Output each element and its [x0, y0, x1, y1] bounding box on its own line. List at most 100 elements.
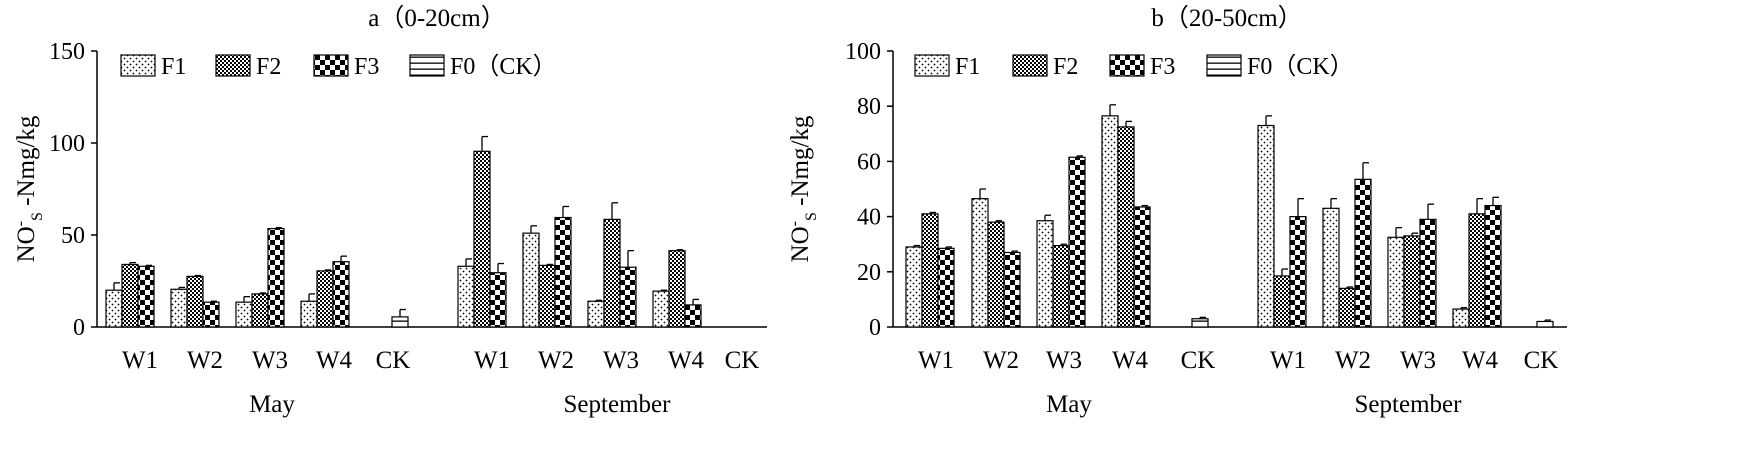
x-tick-label: W4 — [316, 347, 353, 374]
x-tick-label: W4 — [1462, 347, 1499, 374]
legend-label: F0（CK） — [450, 54, 557, 80]
bar-may-w3-f3 — [267, 227, 285, 328]
y-tick-label: 0 — [869, 315, 881, 341]
chart-title: a（0-20cm） — [368, 4, 505, 32]
bar-may-w1-f2 — [121, 263, 139, 328]
bar-may-w3-f2 — [251, 293, 269, 328]
legend-swatch-f1 — [120, 54, 156, 77]
bar-september-w4-f3 — [684, 304, 702, 328]
bar-september-w3-f1 — [587, 300, 605, 328]
bar-may-ck-f0ck — [1191, 318, 1209, 328]
bar-may-w3-f3 — [1068, 156, 1086, 328]
bar-may-w1-f3 — [937, 247, 955, 328]
y-tick-label: 0 — [73, 315, 85, 341]
bar-september-w2-f3 — [554, 216, 572, 328]
bar-september-w4-f2 — [1468, 213, 1486, 328]
legend-swatch-f3 — [313, 54, 349, 77]
bar-may-w3-f1 — [235, 301, 253, 328]
bar-may-w2-f2 — [987, 221, 1005, 328]
x-tick-label: CK — [725, 347, 760, 374]
bar-september-w2-f2 — [1338, 287, 1356, 328]
x-group-label: May — [1046, 391, 1092, 418]
bar-may-w4-f2 — [1117, 126, 1135, 328]
bar-september-w2-f1 — [522, 232, 540, 328]
bar-september-w3-f2 — [1403, 235, 1421, 328]
x-tick-label: W4 — [668, 347, 705, 374]
bar-september-w3-f2 — [603, 218, 621, 328]
y-tick-label: 20 — [857, 260, 881, 286]
x-tick-label: W3 — [252, 347, 288, 374]
x-group-label: September — [564, 391, 672, 418]
bar-september-ck-f0ck — [1536, 320, 1554, 328]
legend-label: F1 — [955, 54, 980, 80]
y-tick-label: 80 — [857, 94, 881, 120]
bar-september-w4-f1 — [652, 290, 670, 328]
bar-september-w3-f3 — [619, 266, 637, 328]
x-tick-label: W3 — [1046, 347, 1082, 374]
y-tick-label: 60 — [857, 149, 881, 175]
x-tick-label: W2 — [1335, 347, 1371, 374]
bar-september-w2-f2 — [538, 264, 556, 328]
bar-may-w4-f1 — [300, 300, 318, 328]
bar-may-w4-f3 — [332, 261, 350, 328]
bar-may-w4-f2 — [316, 270, 334, 328]
legend-label: F3 — [1150, 54, 1175, 80]
x-tick-label: CK — [376, 347, 411, 374]
x-tick-label: CK — [1181, 347, 1216, 374]
y-axis-label: NO-S -Nmg/kg — [786, 115, 820, 262]
x-group-label: May — [249, 391, 295, 418]
legend-label: F2 — [256, 54, 281, 80]
bar-may-ck-f0ck — [391, 316, 409, 328]
x-tick-label: W3 — [603, 347, 639, 374]
y-axis-label: NO-S -Nmg/kg — [12, 115, 46, 262]
legend-swatch-f0ck — [409, 54, 445, 77]
legend-label: F0（CK） — [1247, 54, 1354, 80]
x-tick-label: W1 — [1270, 347, 1306, 374]
bar-september-w1-f3 — [489, 272, 507, 328]
bar-may-w3-f1 — [1036, 220, 1054, 328]
bar-september-w1-f2 — [473, 150, 491, 328]
bar-september-w1-f1 — [1257, 124, 1275, 328]
y-tick-label: 100 — [49, 131, 85, 157]
bar-september-w4-f2 — [668, 250, 686, 328]
bar-may-w1-f3 — [137, 265, 155, 328]
chart-panel-b: b（20-50cm） NO-S -Nmg/kg 0 20 40 60 80 100 F1 F2 F3… — [786, 4, 1567, 418]
bar-september-w2-f3 — [1354, 178, 1372, 328]
y-tick-label: 150 — [49, 39, 85, 65]
bar-may-w1-f2 — [921, 213, 939, 328]
bar-september-w3-f3 — [1419, 218, 1437, 328]
bar-may-w2-f3 — [1003, 251, 1021, 328]
bar-september-w4-f1 — [1452, 308, 1470, 328]
legend-swatch-f2 — [1012, 54, 1048, 77]
bar-september-w2-f1 — [1322, 207, 1340, 328]
bar-september-w1-f2 — [1273, 275, 1291, 328]
bar-may-w3-f2 — [1052, 244, 1070, 328]
bar-may-w1-f1 — [105, 289, 123, 328]
bar-september-w1-f3 — [1289, 216, 1307, 328]
bar-may-w1-f1 — [905, 246, 923, 328]
x-tick-label: W1 — [474, 347, 510, 374]
legend-swatch-f0ck — [1206, 54, 1242, 77]
legend-swatch-f1 — [914, 54, 950, 77]
legend-label: F1 — [161, 54, 186, 80]
chart-title: b（20-50cm） — [1151, 4, 1302, 32]
x-tick-label: W2 — [187, 347, 223, 374]
y-tick-label: 50 — [61, 223, 85, 249]
bar-may-w4-f3 — [1133, 206, 1151, 328]
x-tick-label: W2 — [538, 347, 574, 374]
chart-panel-a: a（0-20cm） NO-S -Nmg/kg 0 50 100 150 F1 F2 F3 F0（C… — [12, 4, 767, 418]
y-tick-label: 100 — [845, 39, 881, 65]
bar-may-w2-f3 — [202, 301, 220, 328]
x-tick-label: CK — [1524, 347, 1559, 374]
x-tick-label: W3 — [1400, 347, 1436, 374]
x-tick-label: W1 — [918, 347, 954, 374]
bar-september-w3-f1 — [1387, 236, 1405, 328]
bar-may-w2-f2 — [186, 275, 204, 328]
bar-may-w2-f1 — [971, 198, 989, 328]
bar-september-w1-f1 — [457, 265, 475, 328]
bar-may-w4-f1 — [1101, 115, 1119, 328]
y-tick-label: 40 — [857, 205, 881, 231]
x-tick-label: W2 — [983, 347, 1019, 374]
legend-swatch-f2 — [215, 54, 251, 77]
